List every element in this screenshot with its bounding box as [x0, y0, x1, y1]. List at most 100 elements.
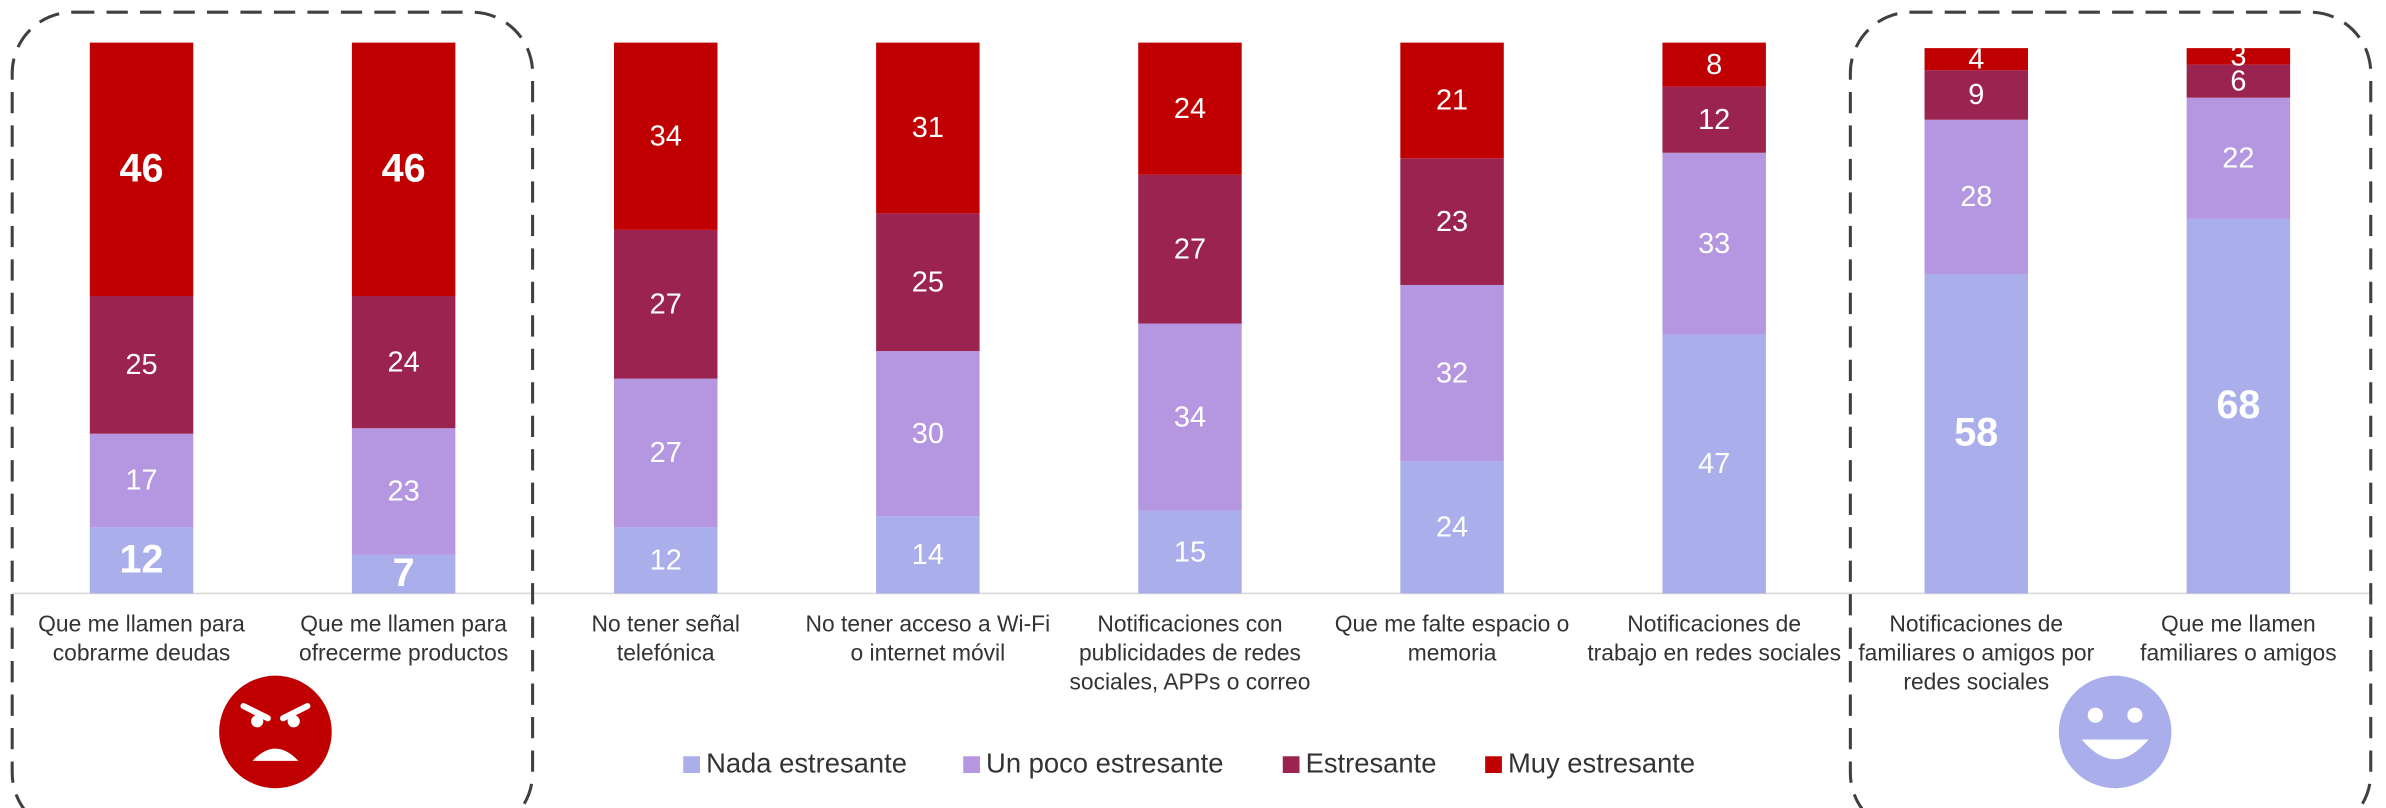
data-label: 22 [2222, 142, 2254, 174]
data-label: 24 [388, 346, 420, 378]
legend-swatch [683, 756, 700, 774]
data-label: 25 [125, 349, 157, 381]
data-label: 27 [650, 437, 682, 469]
legend-label: Muy estresante [1508, 748, 1695, 779]
data-label: 8 [1706, 49, 1722, 81]
bar-segment [89, 295, 194, 434]
bar-segment [1924, 119, 2029, 274]
bar-segment [89, 433, 194, 528]
legend-swatch [1282, 756, 1300, 774]
bar-segment [1138, 42, 1242, 175]
bar-segment [614, 42, 718, 230]
bar-segment [1400, 284, 1504, 462]
data-label: 23 [1436, 206, 1468, 238]
bar-segment [1662, 152, 1766, 335]
highlight-box [1848, 10, 2373, 808]
data-label: 12 [1698, 104, 1730, 136]
data-label: 24 [1436, 512, 1468, 544]
x-tick-label: redes sociales [1903, 668, 2049, 694]
x-tick-label: o internet móvil [851, 639, 1006, 665]
x-tick-label: Notificaciones con [1097, 610, 1282, 636]
x-tick-label: Que me falte espacio o [1335, 610, 1570, 636]
x-tick-label: No tener señal [592, 610, 740, 636]
x-tick-label: familiares o amigos por [1858, 639, 2094, 665]
happy-face [2058, 675, 2172, 789]
bar-segment [1924, 70, 2029, 120]
bar-segment [89, 42, 194, 296]
bar-segment [351, 42, 456, 296]
x-tick-label: Que me llamen [2161, 610, 2316, 636]
bar-segment [1400, 158, 1504, 285]
bar-segment [1662, 334, 1766, 594]
x-tick-label: trabajo en redes sociales [1587, 639, 1841, 665]
x-tick-label: familiares o amigos [2140, 639, 2337, 665]
legend-swatch [1485, 756, 1502, 774]
data-label: 28 [1960, 181, 1992, 213]
x-tick-label: cobrarme deudas [53, 639, 231, 665]
data-label: 4 [1968, 43, 1984, 75]
data-label: 6 [2230, 65, 2246, 97]
bar-segment [351, 428, 456, 555]
legend-label: Nada estresante [706, 748, 907, 779]
bar-segment [876, 351, 980, 517]
x-tick-label: publicidades de redes [1079, 639, 1301, 665]
x-tick-label: No tener acceso a Wi-Fi [806, 610, 1051, 636]
data-label: 17 [125, 465, 157, 497]
bar-segment [1924, 273, 2029, 594]
bar-segment [1138, 323, 1242, 511]
data-label: 31 [912, 112, 944, 144]
bar-segment [876, 42, 980, 214]
bar-segment [876, 213, 980, 352]
bar-segment [351, 295, 456, 429]
x-tick-label: ofrecerme productos [299, 639, 508, 665]
data-label: 12 [120, 537, 164, 581]
angry-face [219, 675, 332, 789]
data-label: 27 [1174, 233, 1206, 265]
data-label: 14 [912, 539, 944, 571]
data-label: 46 [120, 146, 164, 190]
data-label: 24 [1174, 93, 1206, 125]
data-label: 30 [912, 418, 944, 450]
bar-segment [2186, 97, 2291, 219]
bar-segment [614, 229, 718, 379]
data-label: 7 [393, 551, 415, 595]
bar-segment [614, 527, 718, 594]
data-label: 9 [1968, 79, 1984, 111]
bar-segment [1138, 510, 1242, 594]
data-label: 25 [912, 266, 944, 298]
bar-segment [1924, 48, 2029, 71]
bar-segment [2186, 48, 2291, 65]
x-tick-label: Que me llamen para [38, 610, 245, 636]
data-label: 12 [650, 545, 682, 577]
legend-swatch [963, 756, 980, 774]
bar-segment [2186, 218, 2291, 594]
bar-segment [89, 527, 194, 594]
data-label: 32 [1436, 357, 1468, 389]
data-label: 33 [1698, 228, 1730, 260]
x-tick-label: telefónica [617, 639, 715, 665]
data-label: 15 [1174, 536, 1206, 568]
bar-segment [1662, 42, 1766, 87]
x-tick-label: memoria [1408, 639, 1497, 665]
data-label: 58 [1954, 411, 1998, 455]
data-label: 34 [650, 120, 682, 152]
x-tick-label: sociales, APPs o correo [1069, 668, 1310, 694]
data-label: 21 [1436, 85, 1468, 117]
highlight-box [10, 10, 535, 808]
data-label: 27 [650, 288, 682, 320]
x-tick-label: Que me llamen para [300, 610, 507, 636]
bar-segment [2186, 64, 2291, 98]
bar-segment [876, 516, 980, 594]
legend-label: Estresante [1306, 748, 1437, 779]
data-label: 46 [382, 146, 426, 190]
bar-segment [1400, 461, 1504, 594]
bar-segment [1400, 42, 1504, 159]
data-label: 3 [2230, 41, 2246, 73]
bar-segment [1662, 86, 1766, 153]
data-label: 34 [1174, 401, 1206, 433]
x-tick-label: Notificaciones de [1889, 610, 2063, 636]
x-tick-label: Notificaciones de [1627, 610, 1801, 636]
data-label: 47 [1698, 448, 1730, 480]
bar-segment [351, 554, 456, 594]
